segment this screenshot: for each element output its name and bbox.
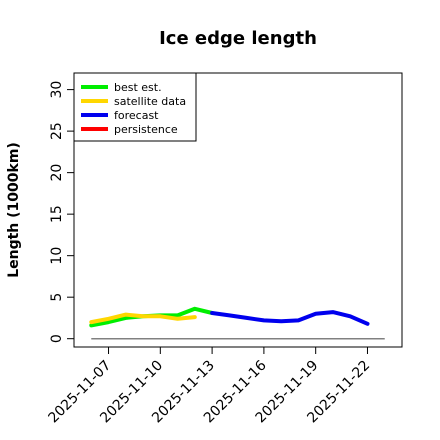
y-tick-label: 0 [49, 334, 65, 343]
legend-label: best est. [114, 81, 162, 94]
y-tick-label: 25 [49, 122, 65, 140]
series-line-satellite-data [89, 312, 197, 325]
chart-title: Ice edge length [159, 28, 317, 49]
y-axis: 0 5 10 15 20 25 30 [49, 81, 75, 343]
legend-label: persistence [114, 123, 178, 136]
series-line-forecast [210, 310, 370, 326]
y-tick-label: 15 [49, 205, 65, 223]
x-axis: 2025-11-072025-11-102025-11-132025-11-16… [46, 346, 373, 426]
legend: best est.satellite dataforecastpersisten… [73, 72, 197, 142]
y-tick-label: 5 [49, 293, 65, 302]
legend-label: forecast [114, 109, 159, 122]
y-tick-label: 10 [49, 247, 65, 265]
legend-label: satellite data [114, 95, 186, 108]
y-tick-label: 20 [49, 164, 65, 182]
y-tick-label: 30 [49, 81, 65, 99]
y-axis-label: Length (1000km) [6, 142, 22, 278]
series-lines-group [89, 306, 370, 328]
